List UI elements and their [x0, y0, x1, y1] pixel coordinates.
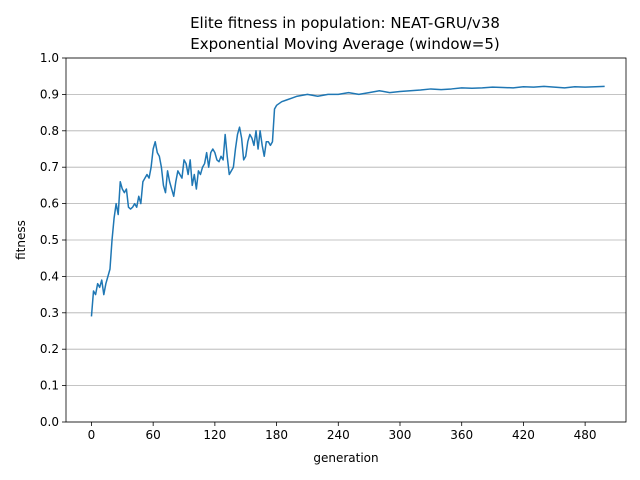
y-tick-label: 0.0	[40, 415, 59, 429]
x-tick-label: 420	[512, 428, 535, 442]
y-tick-label: 1.0	[40, 51, 59, 65]
series-layer	[90, 85, 605, 317]
x-tick-label: 300	[389, 428, 412, 442]
y-tick-label: 0.6	[40, 197, 59, 211]
y-tick-label: 0.7	[40, 160, 59, 174]
chart-title: Elite fitness in population: NEAT-GRU/v3…	[190, 14, 500, 32]
y-tick-label: 0.4	[40, 269, 59, 283]
y-tick-label: 0.3	[40, 306, 59, 320]
y-tick-label: 0.2	[40, 342, 59, 356]
x-tick-label: 0	[88, 428, 96, 442]
y-tick-label: 0.8	[40, 124, 59, 138]
y-axis-label: fitness	[14, 220, 28, 260]
y-tick-label: 0.1	[40, 379, 59, 393]
x-tick-label: 480	[574, 428, 597, 442]
x-tick-label: 240	[327, 428, 350, 442]
x-tick-label: 180	[265, 428, 288, 442]
y-tick-label: 0.5	[40, 233, 59, 247]
tick-layer: 0.0 0.1 0.2 0.3 0.4 0.5 0.6 0.7 0.8 0.9 1.0 0 60 120 1…	[40, 51, 597, 442]
chart-subtitle: Exponential Moving Average (window=5)	[190, 35, 500, 53]
series-line	[90, 85, 605, 317]
x-axis-label: generation	[313, 451, 378, 465]
x-tick-label: 360	[450, 428, 473, 442]
x-tick-label: 120	[203, 428, 226, 442]
x-tick-label: 60	[146, 428, 161, 442]
grid-layer	[66, 57, 626, 423]
y-tick-label: 0.9	[40, 87, 59, 101]
